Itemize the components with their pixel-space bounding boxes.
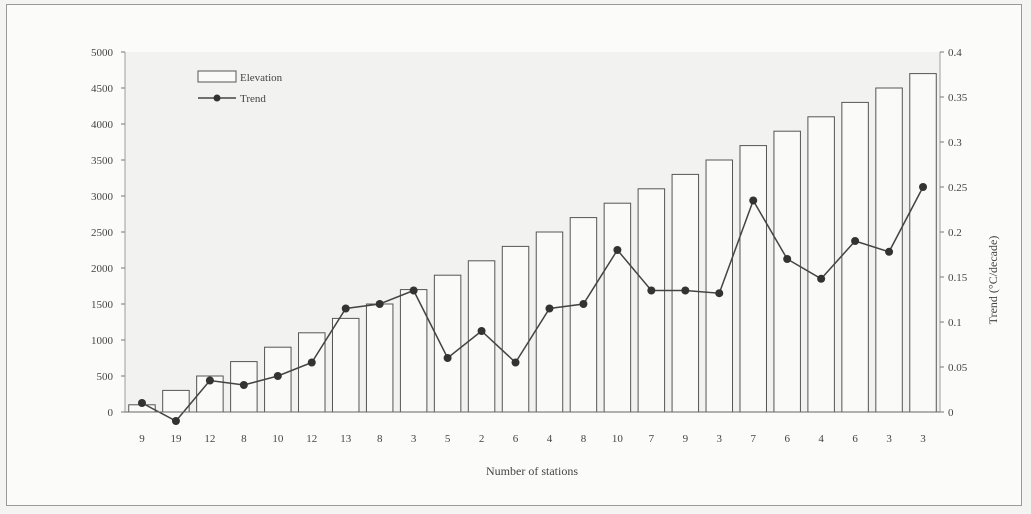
right-tick-label: 0.15: [948, 272, 968, 284]
trend-point: [681, 287, 689, 295]
elevation-bar: [299, 333, 325, 412]
trend-point: [376, 300, 384, 308]
x-tick-label: 9: [683, 433, 689, 445]
left-tick-label: 500: [97, 371, 114, 383]
x-tick-label: 6: [784, 433, 790, 445]
right-tick-label: 0.35: [948, 92, 968, 104]
left-tick-label: 1500: [91, 299, 114, 311]
elevation-bar: [332, 318, 358, 412]
x-tick-label: 4: [547, 433, 553, 445]
x-tick-label: 12: [204, 433, 215, 445]
x-tick-label: 3: [411, 433, 417, 445]
trend-point: [410, 287, 418, 295]
left-tick-label: 3000: [91, 191, 114, 203]
left-tick-label: 4000: [91, 119, 114, 131]
right-tick-label: 0: [948, 407, 954, 419]
trend-point: [545, 305, 553, 313]
right-tick-label: 0.2: [948, 227, 962, 239]
right-tick-label: 0.1: [948, 317, 962, 329]
trend-point: [308, 359, 316, 367]
legend-label-trend: Trend: [240, 93, 266, 105]
elevation-bar: [774, 131, 800, 412]
right-tick-label: 0.4: [948, 47, 962, 59]
elevation-bar: [706, 160, 732, 412]
x-tick-label: 9: [139, 433, 145, 445]
elevation-bar: [842, 102, 868, 412]
x-tick-label: 6: [852, 433, 858, 445]
legend-label-elevation: Elevation: [240, 72, 283, 84]
left-tick-label: 0: [108, 407, 114, 419]
left-tick-label: 2500: [91, 227, 114, 239]
elevation-bar: [740, 146, 766, 412]
left-tick-label: 1000: [91, 335, 114, 347]
right-tick-label: 0.25: [948, 182, 968, 194]
x-tick-label: 8: [377, 433, 383, 445]
elevation-bar: [570, 218, 596, 412]
legend-swatch-elevation: [198, 71, 236, 82]
elevation-bar: [163, 390, 189, 412]
trend-point: [138, 399, 146, 407]
x-tick-label: 10: [272, 433, 284, 445]
elevation-bar: [502, 246, 528, 412]
elevation-bar: [910, 74, 936, 412]
trend-point: [783, 255, 791, 263]
elevation-bar: [434, 275, 460, 412]
trend-point: [919, 183, 927, 191]
x-axis-title: Number of stations: [486, 464, 578, 478]
trend-point: [885, 248, 893, 256]
figure-frame: 0 500 1000 1500 2000 2500 3000 3500 4000 4500 5000…: [6, 4, 1022, 506]
x-tick-label: 7: [750, 433, 756, 445]
right-tick-label: 0.05: [948, 362, 968, 374]
left-tick-label: 3500: [91, 155, 114, 167]
x-tick-label: 7: [649, 433, 655, 445]
trend-point: [478, 327, 486, 335]
trend-point: [274, 372, 282, 380]
elevation-bar: [638, 189, 664, 412]
elevation-bar: [604, 203, 630, 412]
trend-point: [749, 197, 757, 205]
trend-point: [342, 305, 350, 313]
x-tick-label: 6: [513, 433, 519, 445]
left-tick-label: 5000: [91, 47, 114, 59]
x-tick-label: 4: [818, 433, 824, 445]
x-tick-label: 8: [581, 433, 587, 445]
x-tick-label: 3: [920, 433, 926, 445]
legend-marker-trend: [214, 95, 221, 102]
left-tick-label: 2000: [91, 263, 114, 275]
x-tick-label: 2: [479, 433, 485, 445]
trend-point: [647, 287, 655, 295]
elevation-bar: [366, 304, 392, 412]
trend-point: [851, 237, 859, 245]
x-tick-label: 12: [306, 433, 317, 445]
x-tick-label: 8: [241, 433, 247, 445]
left-tick-label: 4500: [91, 83, 114, 95]
x-tick-label: 19: [170, 433, 182, 445]
x-tick-label: 10: [612, 433, 624, 445]
elevation-bar: [468, 261, 494, 412]
trend-point: [172, 417, 180, 425]
elevation-bar: [808, 117, 834, 412]
x-tick-label: 3: [886, 433, 892, 445]
trend-point: [817, 275, 825, 283]
x-tick-label: 5: [445, 433, 451, 445]
trend-point: [512, 359, 520, 367]
x-tick-label: 3: [717, 433, 723, 445]
trend-point: [613, 246, 621, 254]
x-tick-label: 13: [340, 433, 352, 445]
trend-point: [240, 381, 248, 389]
trend-point: [715, 289, 723, 297]
trend-point: [444, 354, 452, 362]
right-axis-title: Trend (°C/decade): [986, 236, 1000, 325]
right-tick-label: 0.3: [948, 137, 962, 149]
trend-point: [206, 377, 214, 385]
elevation-trend-chart: 0 500 1000 1500 2000 2500 3000 3500 4000 4500 5000…: [7, 5, 1023, 507]
trend-point: [579, 300, 587, 308]
